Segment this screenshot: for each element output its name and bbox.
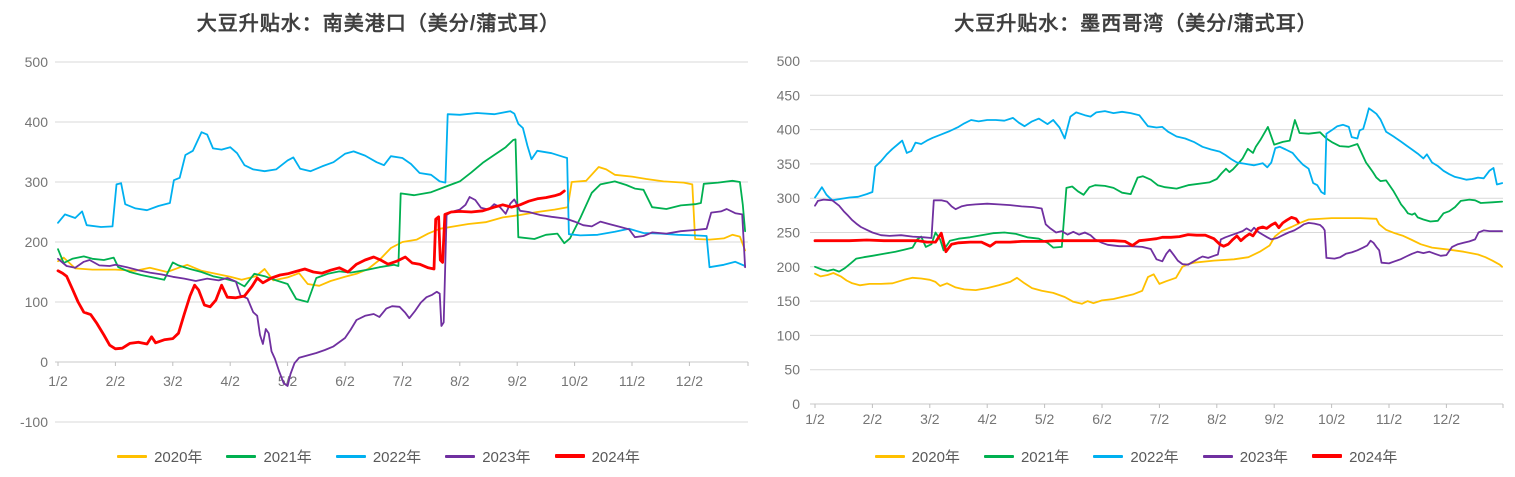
legend-label: 2024年: [1349, 448, 1398, 466]
series-line-2024年: [56, 189, 566, 351]
x-tick-label: 12/2: [676, 373, 703, 389]
x-tick-label: 11/2: [619, 373, 645, 389]
x-tick-label: 9/2: [507, 373, 527, 389]
legend-item-2024年: 2024年: [554, 446, 640, 467]
x-tick-label: 7/2: [393, 373, 413, 389]
legend-label: 2020年: [911, 448, 960, 466]
x-tick-label: 6/2: [335, 373, 355, 389]
chart-title-south-america-ports: 大豆升贴水：南美港口（美分/蒲式耳）: [196, 13, 561, 35]
legend-label: 2022年: [1130, 448, 1179, 466]
y-tick-label: 50: [784, 362, 800, 378]
x-tick-label: 12/2: [1433, 411, 1460, 427]
series-line-2020年: [57, 166, 746, 287]
legend-item-2024年: 2024年: [1312, 446, 1397, 467]
x-tick-label: 3/2: [920, 411, 940, 427]
y-tick-label: 450: [777, 87, 801, 103]
y-tick-label: 500: [25, 54, 49, 70]
y-tick-label: 200: [777, 259, 801, 275]
legend-label: 2024年: [591, 448, 640, 466]
x-tick-label: 2/2: [106, 373, 126, 389]
legend-item-2023年: 2023年: [445, 446, 531, 467]
legend-item-2021年: 2021年: [983, 446, 1070, 467]
y-tick-label: 250: [777, 225, 801, 241]
legend-line-swatch: [983, 454, 1014, 458]
chart-title-gulf-of-mexico: 大豆升贴水：墨西哥湾（美分/蒲式耳）: [954, 13, 1318, 35]
x-tick-label: 7/2: [1150, 411, 1170, 427]
legend-line-swatch: [445, 454, 476, 458]
series-line-2021年: [57, 138, 746, 303]
legend-label: 2022年: [372, 448, 422, 466]
x-tick-label: 9/2: [1264, 411, 1284, 427]
x-tick-label: 8/2: [450, 373, 470, 389]
series-line-2022年: [814, 107, 1503, 202]
series-line-2023年: [57, 196, 746, 387]
legend-line-swatch: [335, 454, 366, 458]
x-tick-label: 1/2: [805, 411, 825, 427]
x-axis-south-america-ports: 1/2 2/2 3/2 4/2 5/2 6/2 7/2 8/2 9/2 10/2 11/2 12/2: [48, 361, 749, 389]
series-line-2024年: [813, 215, 1300, 254]
x-tick-label: 11/2: [1376, 411, 1402, 427]
legend-label: 2021年: [263, 448, 312, 466]
y-tick-label: -100: [20, 414, 48, 430]
y-tick-label: 100: [25, 294, 49, 310]
y-tick-label: 0: [792, 396, 800, 412]
legend-item-2020年: 2020年: [117, 446, 202, 467]
x-tick-label: 4/2: [220, 373, 240, 389]
y-tick-label: 500: [777, 53, 801, 69]
legend-gulf-of-mexico: 2020年 2021年 2022年 2023年 2024年: [757, 445, 1515, 467]
legend-line-swatch: [554, 454, 585, 458]
legend-south-america-ports: 2020年 2021年 2022年 2023年 2024年: [0, 445, 757, 467]
legend-line-swatch: [117, 454, 148, 458]
legend-label: 2021年: [1020, 448, 1070, 466]
x-tick-label: 6/2: [1092, 411, 1112, 427]
x-tick-label: 2/2: [863, 411, 883, 427]
y-tick-label: 300: [777, 190, 801, 206]
y-tick-label: 0: [40, 354, 48, 370]
series-line-2021年: [814, 119, 1503, 273]
legend-label: 2023年: [1239, 448, 1289, 466]
x-tick-label: 10/2: [561, 373, 588, 389]
x-tick-label: 5/2: [1035, 411, 1055, 427]
legend-line-swatch: [1312, 454, 1343, 458]
y-tick-label: 400: [777, 122, 801, 138]
legend-line-swatch: [874, 454, 905, 458]
x-tick-label: 5/2: [278, 373, 298, 389]
legend-line-swatch: [1202, 454, 1233, 458]
x-tick-label: 4/2: [977, 411, 997, 427]
x-tick-label: 3/2: [163, 373, 183, 389]
legend-line-swatch: [226, 454, 257, 458]
series-line-2023年: [814, 198, 1503, 266]
series-line-2022年: [57, 110, 746, 269]
legend-item-2021年: 2021年: [226, 446, 312, 467]
x-tick-label: 10/2: [1318, 411, 1345, 427]
y-tick-label: 200: [25, 234, 49, 250]
y-tick-label: 400: [25, 114, 49, 130]
series-line-2020年: [814, 217, 1503, 305]
legend-item-2020年: 2020年: [874, 446, 960, 467]
x-tick-label: 8/2: [1207, 411, 1227, 427]
y-tick-label: 300: [25, 174, 49, 190]
legend-item-2023年: 2023年: [1202, 446, 1289, 467]
legend-line-swatch: [1093, 454, 1124, 458]
y-tick-label: 350: [777, 156, 801, 172]
x-tick-label: 1/2: [48, 373, 68, 389]
legend-label: 2020年: [154, 448, 203, 466]
legend-item-2022年: 2022年: [335, 446, 422, 467]
legend-item-2022年: 2022年: [1093, 446, 1179, 467]
x-axis-gulf-of-mexico: 1/2 2/2 3/2 4/2 5/2 6/2 7/2 8/2 9/2 10/2 11/2 12/2: [805, 403, 1504, 427]
y-tick-label: 150: [777, 293, 801, 309]
y-tick-label: 100: [777, 327, 801, 343]
legend-label: 2023年: [482, 448, 531, 466]
